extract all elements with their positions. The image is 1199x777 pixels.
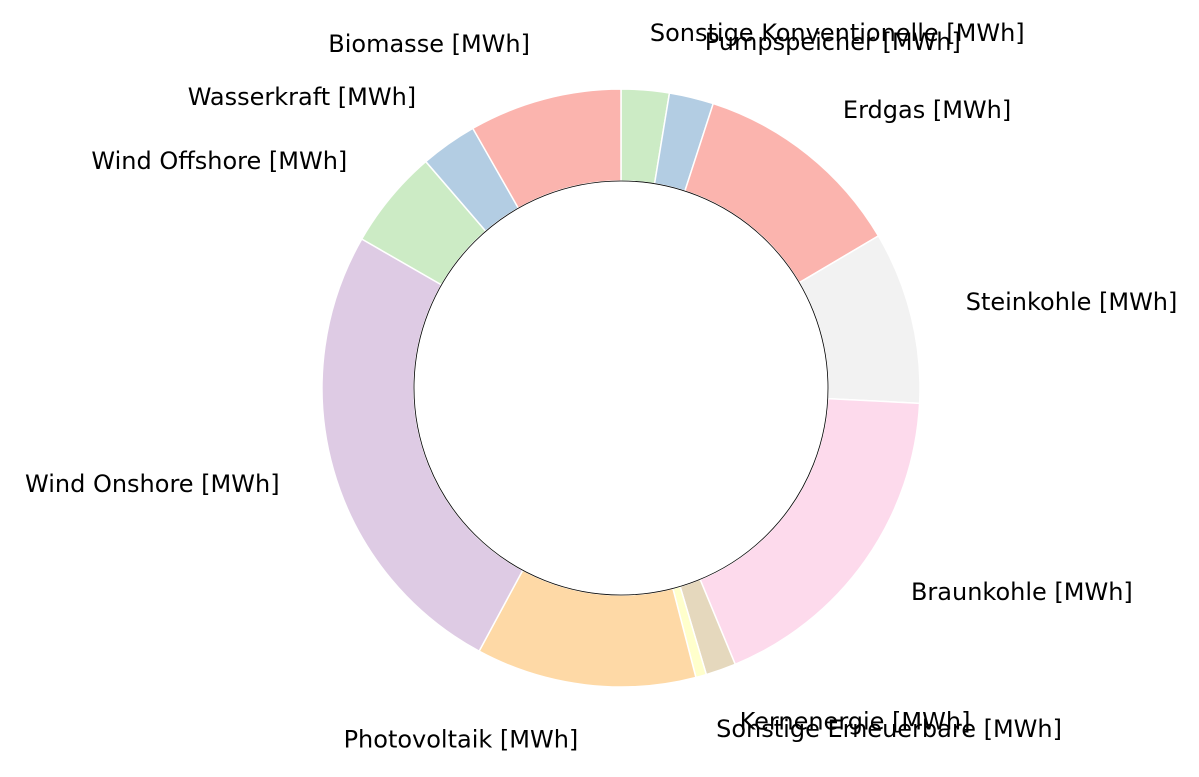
- donut-hole: [413, 180, 829, 596]
- slice-label: Wind Offshore [MWh]: [91, 147, 347, 175]
- slice-label: Biomasse [MWh]: [328, 30, 530, 58]
- slice-label: Wasserkraft [MWh]: [188, 83, 416, 111]
- slice-label: Kernenergie [MWh]: [740, 708, 971, 736]
- slice-label: Sonstige Konventionelle [MWh]: [650, 19, 1025, 47]
- slice-label: Wind Onshore [MWh]: [25, 470, 280, 498]
- slice-label: Erdgas [MWh]: [843, 96, 1011, 124]
- slices-group: [321, 88, 921, 688]
- slice-label: Photovoltaik [MWh]: [344, 725, 579, 753]
- slice-label: Sonstige Erneuerbare [MWh]: [716, 715, 1062, 743]
- slice-label: Braunkohle [MWh]: [911, 578, 1133, 606]
- slice-label: Pumpspeicher [MWh]: [705, 28, 961, 56]
- slice-label: Steinkohle [MWh]: [966, 288, 1178, 316]
- labels-group: Sonstige Konventionelle [MWh]Pumpspeiche…: [25, 19, 1177, 753]
